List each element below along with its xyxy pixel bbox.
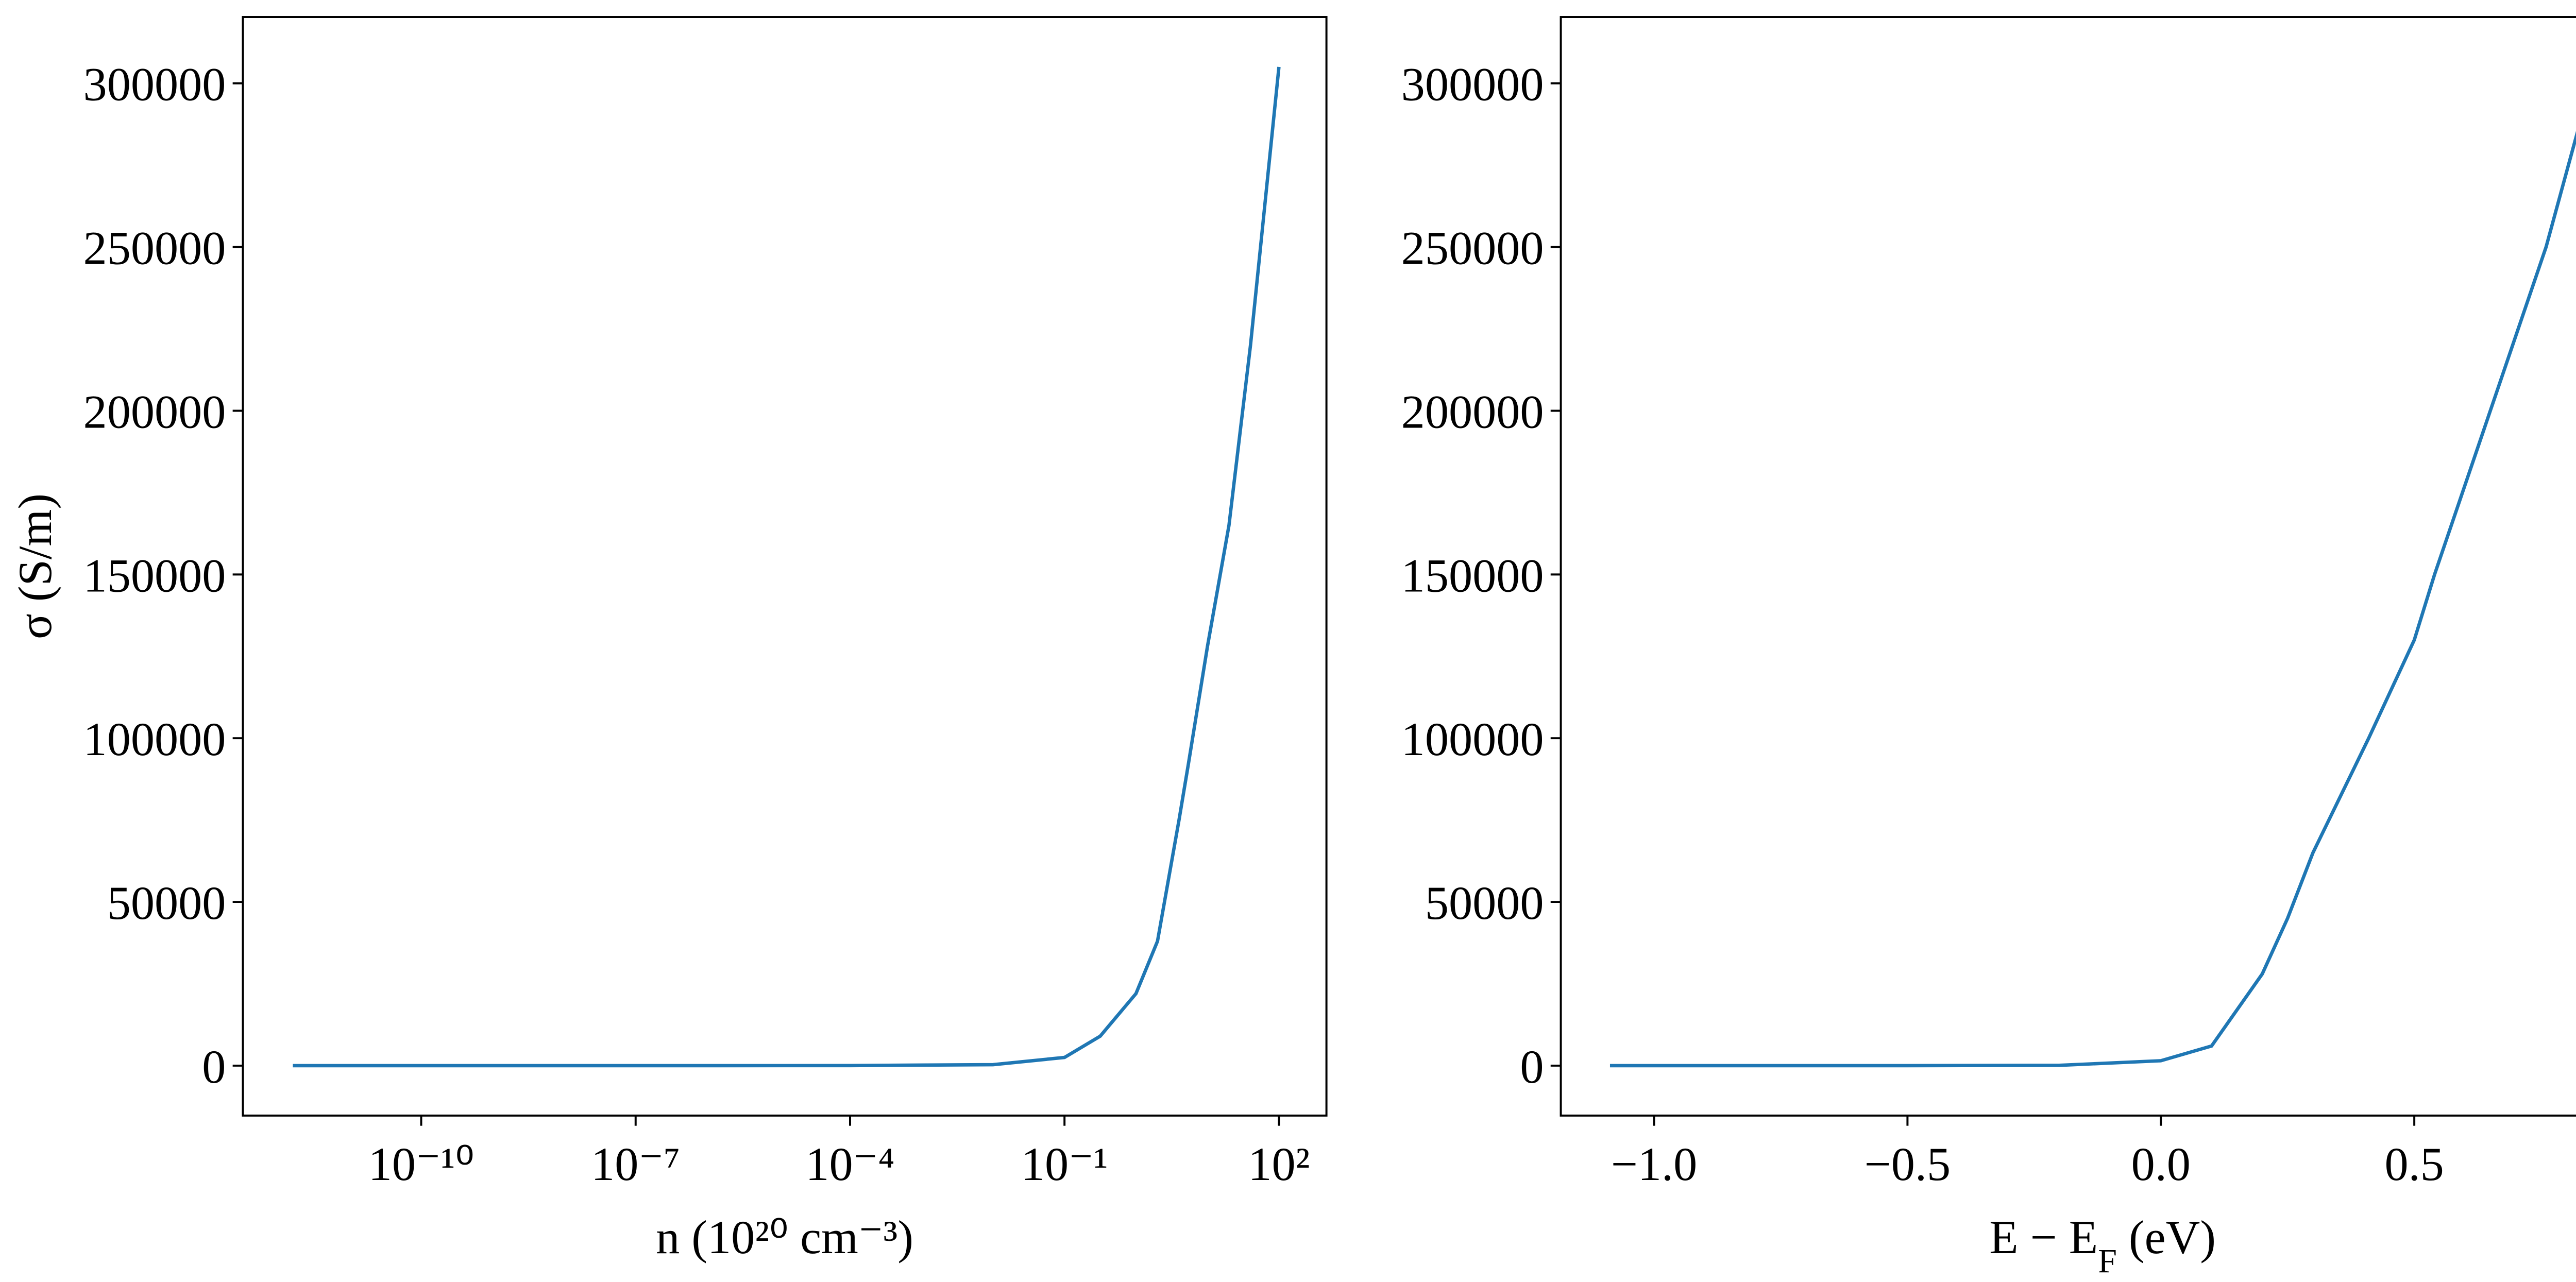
y-tick-label: 0 bbox=[202, 1040, 226, 1093]
y-tick-label: 0 bbox=[1520, 1040, 1544, 1093]
y-tick-label: 100000 bbox=[1401, 713, 1544, 765]
x-tick-label: 10⁻¹⁰ bbox=[368, 1138, 474, 1190]
x-tick-label: 0.0 bbox=[2131, 1138, 2191, 1190]
x-tick-label: 10⁻⁴ bbox=[805, 1138, 894, 1190]
x-tick-label: 10⁻¹ bbox=[1021, 1138, 1108, 1190]
y-tick-label: 150000 bbox=[1401, 549, 1544, 602]
data-line bbox=[293, 66, 1281, 1068]
data-line bbox=[1609, 131, 2576, 1068]
x-tick-label: −1.0 bbox=[1611, 1138, 1697, 1190]
y-tick-label: 50000 bbox=[107, 877, 226, 929]
y-axis-label: σ (S/m) bbox=[9, 493, 61, 639]
y-tick-label: 200000 bbox=[1401, 385, 1544, 438]
y-tick-label: 250000 bbox=[1401, 222, 1544, 275]
y-tick-label: 150000 bbox=[83, 549, 226, 602]
x-tick-label: 10⁻⁷ bbox=[591, 1138, 680, 1190]
y-tick-label: 250000 bbox=[83, 222, 226, 275]
x-tick-label: 10² bbox=[1248, 1138, 1310, 1190]
y-tick-label: 300000 bbox=[83, 58, 226, 111]
x-tick-label: 0.5 bbox=[2384, 1138, 2444, 1190]
x-axis-label: E − EF (eV) bbox=[1989, 1211, 2216, 1280]
y-tick-label: 100000 bbox=[83, 713, 226, 765]
x-axis-label: n (10²⁰ cm⁻³) bbox=[656, 1211, 913, 1263]
plot-frame bbox=[1560, 16, 2576, 1117]
y-tick-label: 50000 bbox=[1425, 877, 1544, 929]
plot-frame bbox=[242, 16, 1328, 1117]
y-tick-label: 300000 bbox=[1401, 58, 1544, 111]
x-tick-label: −0.5 bbox=[1865, 1138, 1951, 1190]
y-tick-label: 200000 bbox=[83, 385, 226, 438]
